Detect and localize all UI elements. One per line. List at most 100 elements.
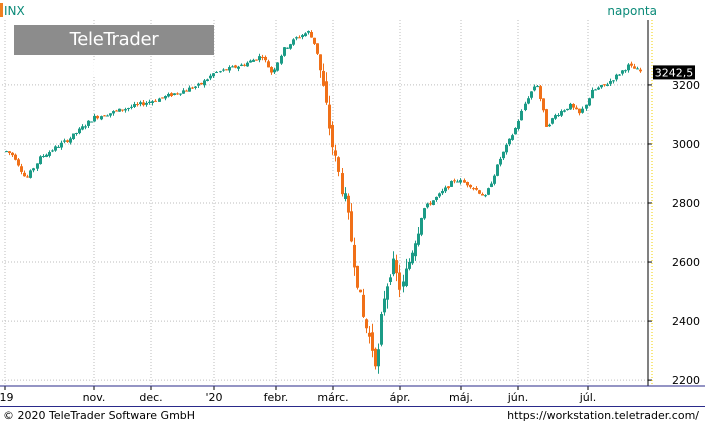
candle-body — [511, 135, 514, 140]
candle-body — [383, 298, 386, 313]
watermark-logo: TeleTrader WorkStation — [14, 25, 214, 80]
candle-body — [45, 154, 48, 157]
candle-body — [600, 85, 603, 88]
candle-body — [286, 47, 289, 49]
candle-body — [411, 252, 414, 264]
candle-body — [319, 54, 322, 71]
candle-body — [32, 168, 35, 171]
y-tick-label: 2400 — [672, 315, 700, 328]
candle-body — [606, 84, 609, 86]
candle-body — [615, 74, 618, 80]
candle-body — [508, 138, 511, 145]
candle-body — [414, 243, 417, 257]
interval-label[interactable]: naponta — [607, 4, 657, 18]
candle-body — [639, 69, 642, 72]
candle-body — [167, 93, 170, 97]
candle-body — [173, 93, 176, 95]
candle-body — [289, 44, 292, 49]
candle-body — [276, 62, 279, 71]
candle-body — [283, 47, 286, 56]
candle-body — [441, 190, 444, 194]
candle-body — [636, 68, 639, 70]
candle-body — [106, 115, 109, 117]
candle-body — [392, 258, 395, 275]
candle-body — [514, 127, 517, 135]
candle-body — [57, 146, 60, 148]
candle-body — [459, 180, 462, 183]
candle-body — [20, 166, 23, 172]
candle-body — [591, 89, 594, 99]
candle-body — [588, 98, 591, 106]
candle-body — [502, 151, 505, 159]
candle-body — [115, 110, 118, 112]
x-tick-label: júl. — [579, 391, 597, 404]
candle-body — [344, 193, 347, 199]
candle-body — [17, 159, 20, 166]
candle-body — [356, 265, 359, 288]
candle-body — [435, 196, 438, 200]
candle-body — [374, 348, 377, 367]
candle-body — [481, 193, 484, 196]
candle-body — [420, 217, 423, 235]
candle-body — [618, 74, 621, 76]
candle-body — [365, 319, 368, 329]
y-tick-label: 3200 — [672, 79, 700, 92]
candle-body — [90, 121, 93, 123]
candle-body — [456, 181, 459, 183]
candle-body — [493, 175, 496, 184]
source-url[interactable]: https://workstation.teletrader.com/ — [507, 409, 699, 422]
footer-bar: © 2020 TeleTrader Software GmbH https://… — [0, 406, 705, 425]
candle-body — [539, 86, 542, 99]
candle-body — [11, 152, 14, 156]
candle-body — [212, 73, 215, 77]
candle-body — [270, 67, 273, 73]
candle-body — [118, 108, 121, 112]
candle-body — [551, 118, 554, 124]
candle-body — [444, 187, 447, 192]
candle-body — [545, 109, 548, 127]
candle-body — [48, 152, 51, 156]
candle-body — [304, 33, 307, 37]
candle-body — [148, 101, 151, 103]
candle-body — [389, 277, 392, 282]
candle-body — [72, 133, 75, 140]
candle-body — [353, 244, 356, 268]
x-tick-label: febr. — [264, 391, 289, 404]
candle-body — [200, 82, 203, 85]
candle-body — [453, 180, 456, 182]
candle-body — [188, 87, 191, 92]
candle-body — [505, 144, 508, 153]
candle-body — [603, 84, 606, 86]
candle-body — [594, 89, 597, 91]
candle-body — [478, 190, 481, 194]
candle-body — [432, 200, 435, 205]
candle-body — [450, 181, 453, 187]
candle-body — [237, 66, 240, 69]
candle-body — [517, 120, 520, 129]
candle-body — [621, 70, 624, 74]
candle-body — [215, 71, 218, 73]
candle-body — [179, 93, 182, 95]
candle-body — [334, 150, 337, 156]
candle-body — [142, 102, 145, 106]
x-tick-label: '19 — [0, 391, 14, 404]
candle-body — [533, 86, 536, 91]
candle-body — [496, 164, 499, 176]
candle-body — [359, 289, 362, 293]
candle-body — [267, 61, 270, 68]
candle-body — [307, 31, 310, 33]
candle-body — [426, 203, 429, 208]
copyright-text: © 2020 TeleTrader Software GmbH — [3, 409, 196, 422]
candle-body — [487, 188, 490, 195]
candle-body — [197, 83, 200, 86]
candle-body — [597, 87, 600, 90]
candle-body — [66, 140, 69, 142]
candle-body — [484, 195, 487, 197]
candle-body — [87, 120, 90, 126]
candle-body — [575, 107, 578, 110]
candle-body — [54, 146, 57, 151]
candle-body — [612, 80, 615, 82]
candle-body — [154, 100, 157, 102]
candle-body — [209, 75, 212, 79]
